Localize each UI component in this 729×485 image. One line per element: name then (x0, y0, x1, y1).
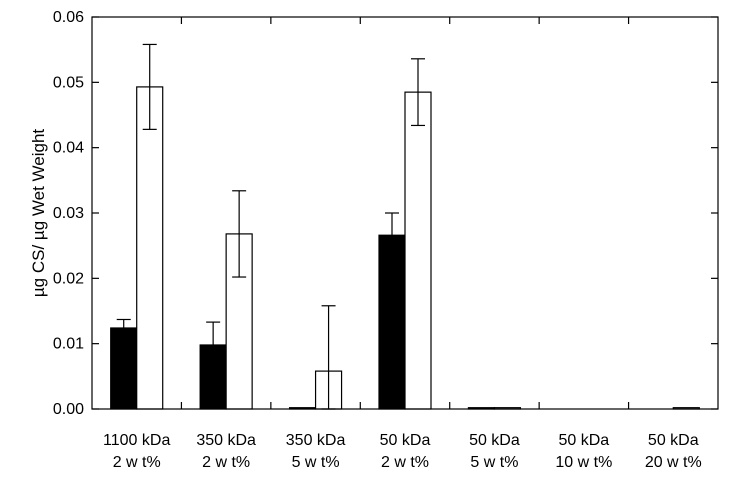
y-axis-title: µg CS/ µg Wet Weight (29, 129, 48, 298)
x-category-label: 2 w t% (381, 454, 429, 471)
y-axis: 0.00 0.01 0.02 0.03 0.04 0.05 0.06 (53, 9, 718, 418)
x-category-label: 50 kDa (648, 432, 699, 449)
y-tick-label: 0.05 (53, 74, 84, 91)
y-tick-label: 0.03 (53, 205, 84, 222)
y-tick-label: 0.04 (53, 140, 84, 157)
x-category-label: 5 w t% (470, 454, 518, 471)
x-category-label: 10 w t% (555, 454, 612, 471)
x-category-label: 50 kDa (559, 432, 610, 449)
x-axis: 1100 kDa 2 w t% 350 kDa 2 w t% 350 kDa 5 w t%… (103, 17, 702, 471)
bar (110, 327, 138, 410)
bar (404, 91, 432, 410)
bar (136, 86, 164, 410)
bar (378, 234, 406, 410)
x-category-label: 350 kDa (196, 432, 256, 449)
y-tick-label: 0.06 (53, 9, 84, 26)
x-category-label: 50 kDa (469, 432, 520, 449)
y-tick-label: 0.00 (53, 401, 84, 418)
x-category-label: 20 w t% (645, 454, 702, 471)
x-category-label: 350 kDa (286, 432, 346, 449)
y-tick-label: 0.02 (53, 270, 84, 287)
x-category-label: 50 kDa (380, 432, 431, 449)
x-category-label: 1100 kDa (103, 432, 170, 449)
x-category-label: 2 w t% (202, 454, 250, 471)
bars-layer (110, 86, 700, 410)
x-category-label: 2 w t% (113, 454, 161, 471)
error-bars-layer (116, 43, 425, 410)
x-category-label: 5 w t% (292, 454, 340, 471)
y-tick-label: 0.01 (53, 336, 84, 353)
